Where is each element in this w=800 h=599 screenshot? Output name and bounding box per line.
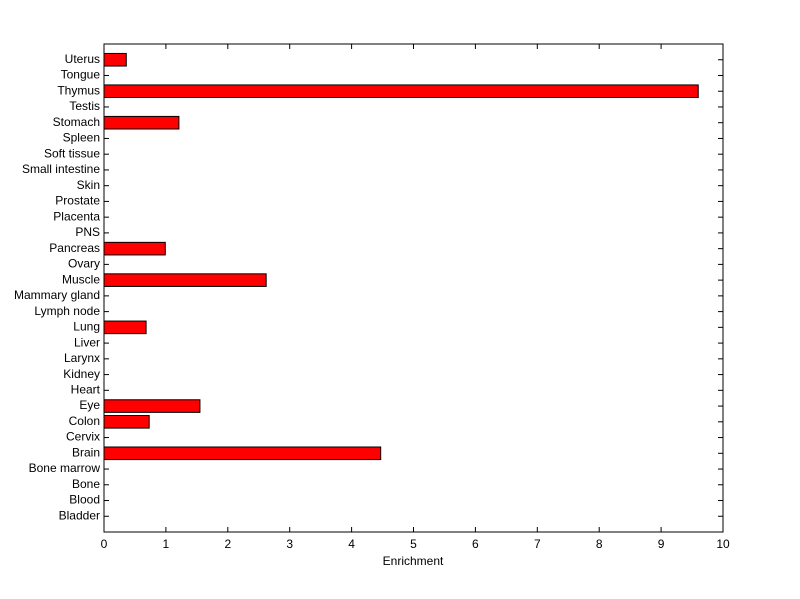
y-tick-label: Bone [72,477,100,491]
x-axis-label: Enrichment [383,554,444,568]
y-tick-label: Soft tissue [44,146,100,160]
y-tick-label: Testis [69,99,100,113]
bar [103,241,166,256]
y-tick-label: Bladder [59,508,100,522]
y-tick-label: Skin [77,178,100,192]
x-tick-label: 10 [716,537,730,551]
x-tick-label: 6 [472,537,479,551]
y-tick-label: Prostate [55,194,100,208]
y-tick-label: Lung [73,320,100,334]
bar [103,84,699,99]
x-tick-label: 5 [410,537,417,551]
bar [103,446,382,461]
bar [103,52,127,67]
y-tick-label: Thymus [57,83,100,97]
y-tick-label: Spleen [63,131,100,145]
y-tick-label: Uterus [65,52,100,66]
y-tick-label: Tongue [61,68,101,82]
y-tick-label: Lymph node [34,304,100,318]
y-tick-label: Kidney [63,367,100,381]
y-tick-label: Ovary [68,257,100,271]
y-tick-label: Larynx [64,351,100,365]
y-tick-label: Mammary gland [14,288,100,302]
y-tick-label: Eye [79,398,100,412]
x-tick-label: 8 [596,537,603,551]
y-tick-label: Colon [69,414,100,428]
y-tick-label: PNS [75,225,100,239]
y-tick-label: Brain [72,445,100,459]
x-tick-label: 3 [286,537,293,551]
y-tick-label: Blood [69,493,100,507]
y-tick-label: Cervix [66,430,100,444]
bar [103,320,147,335]
y-tick-label: Stomach [53,115,100,129]
y-tick-label: Heart [71,382,101,396]
y-tick-label: Bone marrow [29,461,101,475]
y-tick-label: Placenta [53,209,100,223]
bar [103,115,180,130]
bar [103,399,201,413]
x-tick-label: 1 [163,537,170,551]
y-tick-label: Pancreas [49,241,100,255]
y-tick-label: Small intestine [22,162,100,176]
x-tick-label: 2 [224,537,231,551]
y-tick-label: Liver [74,335,100,349]
bar [103,273,267,287]
x-tick-label: 0 [101,537,108,551]
x-tick-label: 9 [658,537,665,551]
y-tick-label: Muscle [62,272,100,286]
x-tick-label: 4 [348,537,355,551]
bar [103,415,150,429]
x-tick-label: 7 [534,537,541,551]
